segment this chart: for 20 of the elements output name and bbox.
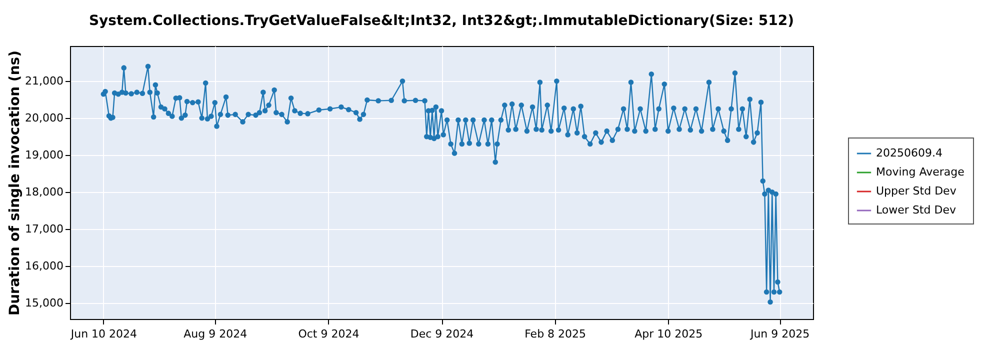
y-tick-label: 15,000 (25, 296, 64, 310)
x-tick-label: Apr 10 2025 (634, 328, 703, 340)
y-tick-label: 18,000 (25, 186, 64, 199)
x-tick-label: Feb 8 2025 (524, 328, 586, 340)
y-tick-label: 20,000 (25, 112, 64, 125)
y-tick-label: 19,000 (25, 148, 64, 162)
legend-label: Lower Std Dev (876, 204, 956, 216)
x-tick-label: Aug 9 2024 (184, 328, 248, 340)
y-axis-title: Duration of single invocation (ns) (7, 50, 24, 316)
legend-label: Upper Std Dev (876, 184, 957, 198)
y-tick-label: 21,000 (25, 74, 64, 88)
x-tick-label: Dec 9 2024 (410, 328, 474, 340)
y-tick-label: 17,000 (25, 222, 64, 236)
legend-label: Moving Average (876, 166, 965, 178)
y-tick-label: 16,000 (25, 260, 64, 273)
legend-label: 20250609.4 (876, 146, 942, 160)
x-tick-label: Oct 9 2024 (298, 328, 360, 340)
chart-title: System.Collections.TryGetValueFalse&lt;Int32, Int32&gt;.ImmutableDictionary(Size: 512) (88, 13, 794, 29)
x-tick-label: Jun 9 2025 (749, 328, 810, 340)
x-tick-label: Jun 10 2024 (70, 328, 138, 340)
